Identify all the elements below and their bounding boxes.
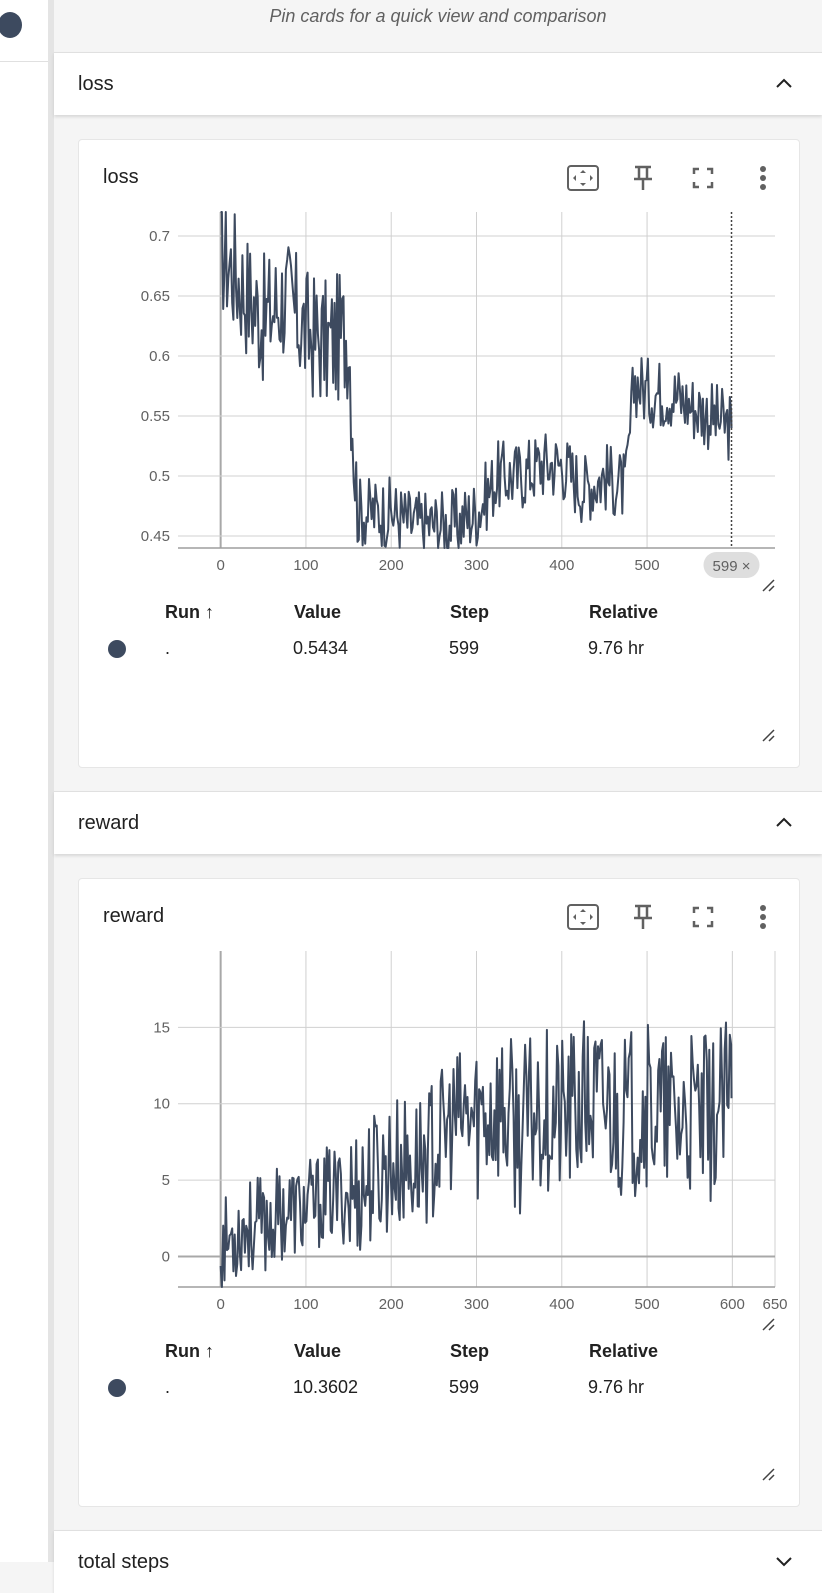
- col-header-run[interactable]: Run ↑: [165, 602, 214, 622]
- x-tick-label: 300: [464, 1296, 489, 1313]
- col-header-relative[interactable]: Relative: [589, 1341, 659, 1361]
- col-header-relative[interactable]: Relative: [589, 602, 659, 622]
- col-header-value[interactable]: Value: [294, 1341, 342, 1361]
- cell-run: .: [165, 638, 171, 658]
- fit-domain-icon: [567, 165, 599, 191]
- cell-value: 0.5434: [293, 638, 349, 658]
- x-tick-label: 0: [216, 557, 224, 574]
- cell-relative: 9.76 hr: [588, 1377, 645, 1397]
- x-tick-label: 400: [549, 1296, 574, 1313]
- cell-step: 599: [449, 1377, 480, 1397]
- cell-value: 10.3602: [293, 1377, 359, 1397]
- group-header-loss[interactable]: loss: [54, 52, 822, 115]
- chevron-down-icon[interactable]: [772, 1549, 796, 1573]
- series-line: [220, 211, 733, 549]
- main-content: Pin cards for a quick view and compariso…: [54, 0, 822, 1593]
- series-line: [219, 1020, 733, 1288]
- y-tick-label: 0.7: [149, 228, 170, 245]
- more-menu-button[interactable]: [745, 160, 781, 196]
- resize-handle-icon[interactable]: [761, 728, 775, 742]
- y-tick-label: 10: [153, 1096, 170, 1113]
- pin-icon: [634, 904, 652, 929]
- cell-step: 599: [449, 638, 480, 658]
- more-menu-button[interactable]: [745, 899, 781, 935]
- loss-line-chart[interactable]: 0 100 200 300 400 500 0.45 0.5 0.55 0.6 0.65 0.7 599…: [79, 140, 799, 610]
- pin-hint-text: Pin cards for a quick view and compariso…: [269, 6, 607, 26]
- runs-sidebar: [0, 0, 48, 1562]
- card-title: reward: [103, 905, 165, 927]
- x-tick-label: 100: [293, 1296, 318, 1313]
- x-tick-label: 600: [720, 1296, 745, 1313]
- y-tick-label: 5: [162, 1172, 170, 1189]
- group-title: loss: [78, 73, 114, 95]
- fit-domain-icon: [567, 904, 599, 930]
- x-tick-label: 100: [293, 557, 318, 574]
- fit-domain-button[interactable]: [565, 899, 601, 935]
- fullscreen-icon: [692, 906, 714, 928]
- run-color-dot: [108, 1379, 126, 1397]
- divider: [0, 61, 48, 62]
- fullscreen-button[interactable]: [685, 160, 721, 196]
- pin-button[interactable]: [625, 899, 661, 935]
- card-title: loss: [103, 166, 139, 188]
- chevron-up-icon[interactable]: [772, 71, 796, 95]
- more-vert-icon: [760, 905, 766, 929]
- x-tick-label: 400: [549, 557, 574, 574]
- x-tick-label: 200: [379, 557, 404, 574]
- resize-handle-icon[interactable]: [761, 1317, 775, 1331]
- sidebar-divider[interactable]: [48, 0, 54, 1562]
- pin-icon: [634, 165, 652, 190]
- fullscreen-button[interactable]: [685, 899, 721, 935]
- x-tick-label: 500: [635, 1296, 660, 1313]
- more-vert-icon: [760, 166, 766, 190]
- scalar-card-reward: reward 0 100 200 300 400 500 600 650 0 5 10 15 Run …: [78, 878, 800, 1507]
- y-tick-label: 0: [162, 1248, 170, 1265]
- fit-domain-button[interactable]: [565, 160, 601, 196]
- group-title: reward: [78, 812, 140, 834]
- cell-run: .: [165, 1377, 171, 1397]
- pin-button[interactable]: [625, 160, 661, 196]
- col-header-step[interactable]: Step: [450, 1341, 490, 1361]
- group-header-reward[interactable]: reward: [54, 791, 822, 854]
- resize-handle-icon[interactable]: [761, 578, 775, 592]
- scalar-card-loss: loss 0 100 200 300 400 500 0.45 0.5 0.55 0.6 0.65 0…: [78, 139, 800, 768]
- group-title: total steps: [78, 1551, 170, 1573]
- chevron-up-icon[interactable]: [772, 810, 796, 834]
- x-tick-label: 650: [762, 1296, 787, 1313]
- x-tick-label: 200: [379, 1296, 404, 1313]
- step-cursor-chip[interactable]: 599 ×: [703, 552, 760, 578]
- col-header-step[interactable]: Step: [450, 602, 490, 622]
- fullscreen-icon: [692, 167, 714, 189]
- run-color-dot: [108, 640, 126, 658]
- col-header-run[interactable]: Run ↑: [165, 1341, 214, 1361]
- y-tick-label: 0.45: [141, 528, 170, 545]
- reward-line-chart[interactable]: 0 100 200 300 400 500 600 650 0 5 10 15: [79, 879, 799, 1329]
- y-tick-label: 15: [153, 1019, 170, 1036]
- cell-relative: 9.76 hr: [588, 638, 645, 658]
- y-tick-label: 0.6: [149, 348, 170, 365]
- resize-handle-icon[interactable]: [761, 1467, 775, 1481]
- x-tick-label: 0: [216, 1296, 224, 1313]
- y-tick-label: 0.65: [141, 288, 170, 305]
- y-tick-label: 0.55: [141, 408, 170, 425]
- x-tick-label: 300: [464, 557, 489, 574]
- chip-bg: [703, 552, 760, 578]
- col-header-value[interactable]: Value: [294, 602, 342, 622]
- run-color-dot[interactable]: [0, 12, 22, 38]
- chip-label: 599 ×: [713, 558, 751, 575]
- y-tick-label: 0.5: [149, 468, 170, 485]
- x-tick-label: 500: [635, 557, 660, 574]
